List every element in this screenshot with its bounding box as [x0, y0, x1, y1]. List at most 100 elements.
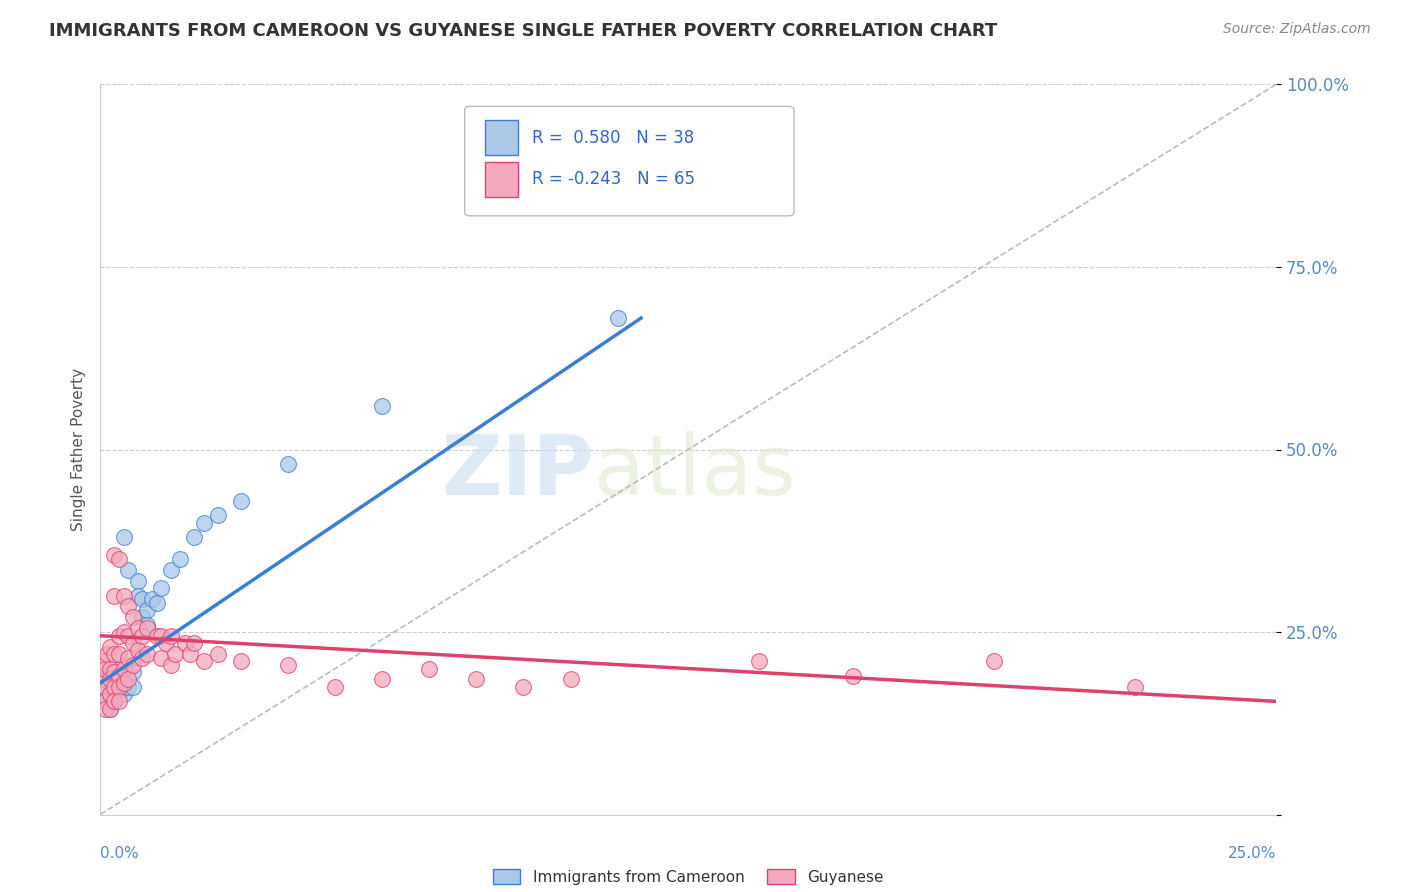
Point: [127, 574, 149, 588]
Point: [91, 654, 114, 668]
Point: [136, 647, 159, 661]
Point: [145, 596, 167, 610]
Point: [983, 654, 1005, 668]
Point: [112, 687, 135, 701]
Text: R =  0.580   N = 38: R = 0.580 N = 38: [531, 128, 695, 147]
Text: 0.0%: 0.0%: [100, 846, 139, 861]
Point: [112, 680, 135, 694]
Point: [512, 680, 534, 694]
Point: [94, 701, 117, 715]
Point: [108, 694, 131, 708]
Y-axis label: Single Father Poverty: Single Father Poverty: [72, 368, 86, 531]
Point: [131, 650, 153, 665]
Point: [98, 687, 121, 701]
Point: [117, 673, 139, 687]
Point: [465, 673, 488, 687]
Point: [103, 549, 125, 563]
Point: [91, 673, 114, 687]
Point: [606, 311, 628, 326]
Point: [112, 589, 135, 603]
Point: [150, 581, 173, 595]
Point: [371, 399, 394, 413]
Point: [560, 673, 582, 687]
Point: [231, 654, 253, 668]
Point: [94, 661, 117, 675]
Point: [98, 701, 121, 715]
Point: [136, 617, 159, 632]
FancyBboxPatch shape: [485, 161, 517, 197]
Point: [122, 665, 145, 680]
Point: [108, 629, 131, 643]
Point: [165, 647, 187, 661]
Point: [173, 636, 195, 650]
Point: [159, 563, 181, 577]
Point: [94, 680, 117, 694]
Point: [98, 676, 121, 690]
Point: [103, 683, 125, 698]
Point: [98, 640, 121, 654]
Point: [108, 673, 131, 687]
Point: [127, 589, 149, 603]
Point: [141, 592, 163, 607]
Point: [193, 654, 215, 668]
Point: [169, 552, 191, 566]
Point: [323, 680, 346, 694]
Point: [150, 629, 173, 643]
Point: [112, 661, 135, 675]
Point: [98, 687, 121, 701]
Point: [103, 680, 125, 694]
Point: [96, 690, 118, 705]
Point: [96, 647, 118, 661]
Point: [94, 694, 117, 708]
Text: ZIP: ZIP: [441, 431, 595, 512]
Point: [112, 676, 135, 690]
Point: [131, 610, 153, 624]
Point: [112, 530, 135, 544]
Point: [108, 687, 131, 701]
Point: [117, 650, 139, 665]
Point: [277, 457, 299, 471]
Point: [108, 647, 131, 661]
Point: [103, 589, 125, 603]
Point: [127, 643, 149, 657]
Point: [155, 636, 177, 650]
Text: R = -0.243   N = 65: R = -0.243 N = 65: [531, 170, 695, 188]
Point: [98, 661, 121, 675]
Point: [131, 592, 153, 607]
Point: [108, 552, 131, 566]
Point: [1123, 680, 1146, 694]
Point: [93, 673, 115, 687]
Point: [103, 694, 125, 708]
Point: [98, 673, 121, 687]
Point: [179, 647, 201, 661]
Point: [117, 629, 139, 643]
Point: [122, 610, 145, 624]
Point: [159, 629, 181, 643]
Point: [122, 636, 145, 650]
Point: [108, 669, 131, 683]
Point: [207, 647, 229, 661]
Point: [277, 657, 299, 672]
Legend: Immigrants from Cameroon, Guyanese: Immigrants from Cameroon, Guyanese: [486, 863, 890, 891]
Text: atlas: atlas: [595, 431, 796, 512]
Point: [103, 647, 125, 661]
Point: [94, 694, 117, 708]
Text: IMMIGRANTS FROM CAMEROON VS GUYANESE SINGLE FATHER POVERTY CORRELATION CHART: IMMIGRANTS FROM CAMEROON VS GUYANESE SIN…: [49, 22, 997, 40]
Point: [117, 563, 139, 577]
Point: [136, 603, 159, 617]
Point: [145, 629, 167, 643]
Point: [183, 530, 205, 544]
Point: [108, 661, 131, 675]
Point: [103, 694, 125, 708]
Point: [231, 493, 253, 508]
Point: [371, 673, 394, 687]
Point: [150, 650, 173, 665]
Text: Source: ZipAtlas.com: Source: ZipAtlas.com: [1223, 22, 1371, 37]
Point: [131, 629, 153, 643]
Point: [94, 680, 117, 694]
Point: [183, 636, 205, 650]
Point: [122, 680, 145, 694]
Point: [112, 625, 135, 640]
Point: [842, 669, 865, 683]
Point: [159, 657, 181, 672]
